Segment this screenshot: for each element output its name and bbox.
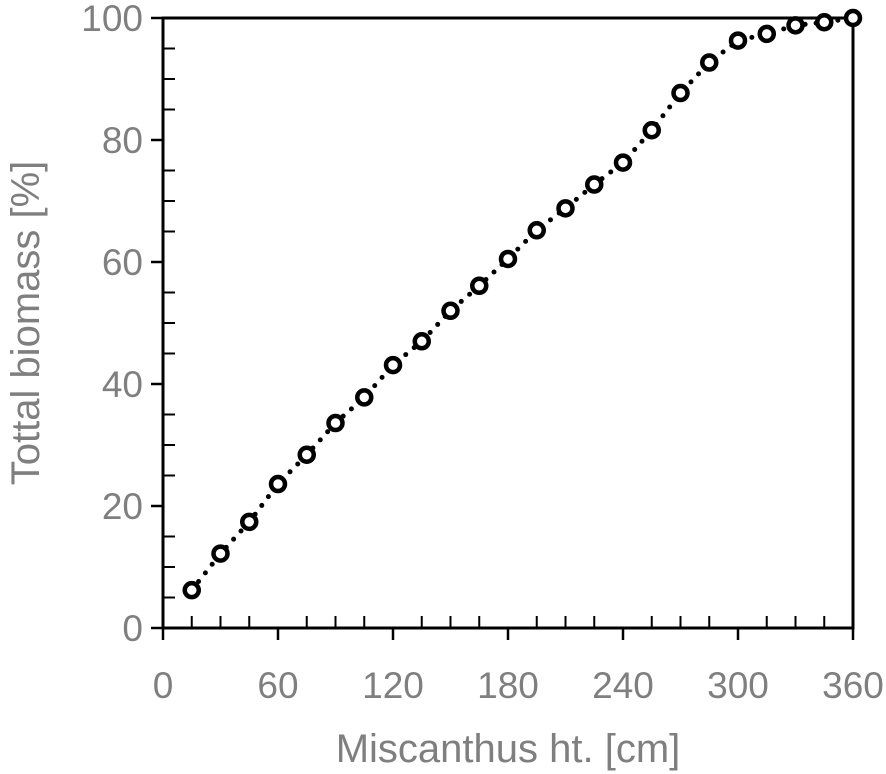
data-point: [268, 474, 288, 494]
y-tick-label: 40: [102, 364, 143, 405]
x-tick-label: 180: [477, 665, 539, 706]
x-tick-label: 360: [822, 665, 884, 706]
x-tick-label: 0: [153, 665, 174, 706]
data-point: [240, 512, 259, 532]
data-point: [700, 53, 719, 72]
x-axis-title: Miscanthus ht. [cm]: [336, 727, 681, 771]
data-point: [556, 199, 575, 218]
data-point: [671, 83, 690, 103]
y-tick-label: 100: [81, 0, 143, 39]
data-point: [355, 388, 374, 407]
data-point: [326, 413, 345, 433]
x-tick-label: 120: [362, 665, 424, 706]
data-points: [182, 8, 863, 600]
series-dotted-line: [189, 15, 856, 593]
x-tick-label: 300: [707, 665, 769, 706]
y-tick-label: 80: [102, 120, 143, 161]
data-point: [728, 31, 748, 50]
data-point: [527, 221, 546, 240]
tick-labels: 0 20 40 60 80 100 0 60 120 180 240 300 360: [81, 0, 884, 706]
x-tick-label: 240: [592, 665, 654, 706]
x-tick-label: 60: [257, 665, 298, 706]
plot-frame: [161, 16, 855, 630]
data-point: [383, 355, 403, 375]
data-point: [843, 8, 863, 28]
data-point: [412, 332, 431, 351]
data-point: [757, 24, 776, 44]
data-point: [642, 120, 661, 140]
data-point: [297, 445, 316, 465]
data-point: [786, 16, 805, 35]
y-tick-label: 60: [102, 242, 143, 283]
data-point: [211, 544, 230, 563]
data-point: [585, 175, 604, 194]
data-point: [815, 13, 834, 32]
data-point: [498, 249, 518, 269]
data-point: [441, 301, 460, 321]
data-point: [613, 153, 633, 172]
y-tick-label: 20: [102, 486, 143, 527]
y-tick-label: 0: [122, 608, 143, 649]
data-point: [182, 580, 201, 600]
data-point: [470, 276, 489, 296]
y-axis-title: Tottal biomass [%]: [4, 161, 48, 486]
ticks: [151, 16, 855, 640]
